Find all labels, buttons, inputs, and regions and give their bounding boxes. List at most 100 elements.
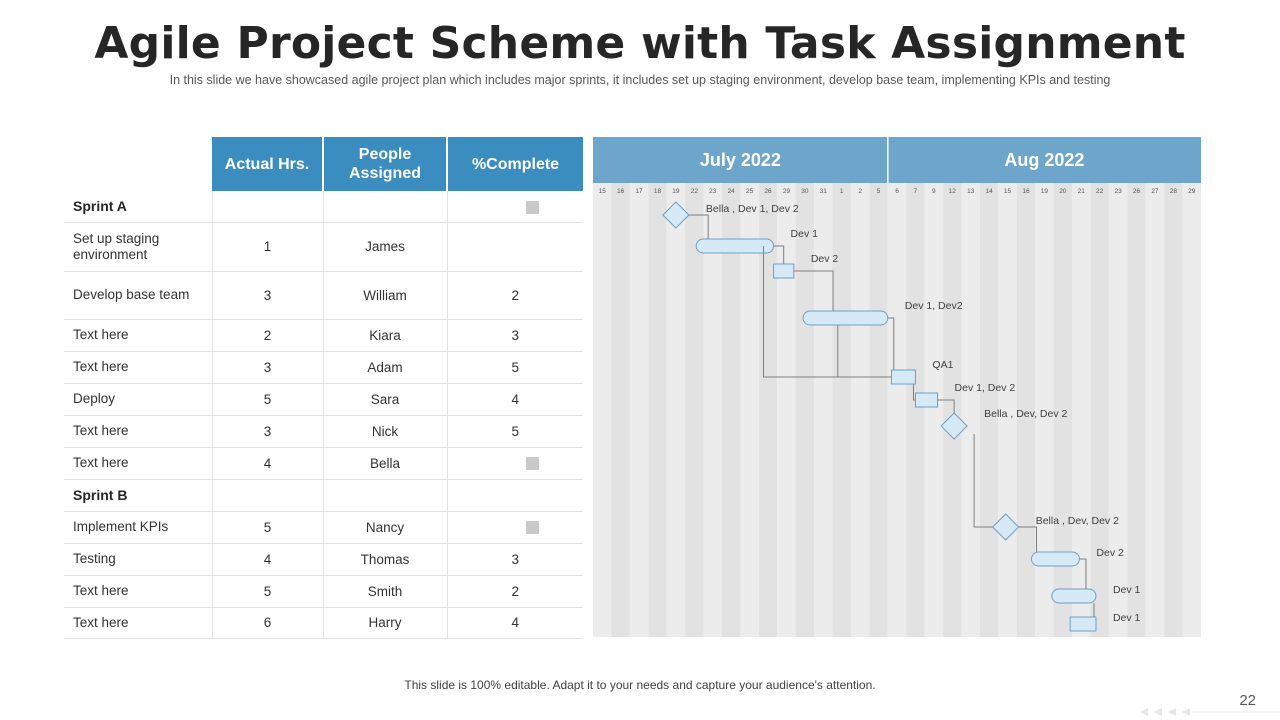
people-assigned-cell: Nancy [323, 511, 448, 544]
day-column [740, 183, 759, 637]
percent-complete-cell [447, 222, 583, 272]
actual-hrs-cell: 3 [212, 415, 324, 448]
day-column [1016, 183, 1036, 637]
task-label: Dev 1 [1113, 584, 1141, 596]
day-label: 9 [932, 188, 936, 195]
day-label: 26 [1133, 188, 1141, 195]
day-column [1164, 183, 1183, 637]
day-label: 30 [801, 188, 809, 195]
percent-complete-cell: 4 [447, 383, 583, 416]
task-name-cell: Text here [64, 415, 213, 448]
day-column [648, 183, 667, 637]
people-assigned-cell: William [323, 271, 448, 320]
day-column [629, 183, 649, 637]
task-box [914, 392, 939, 408]
day-column [906, 183, 925, 637]
task-bar [695, 238, 775, 254]
percent-complete-cell: 3 [447, 319, 583, 352]
task-name-cell: Deploy [64, 383, 213, 416]
table-row: Implement KPIs 5 Nancy [64, 511, 583, 544]
dependency-connector [937, 399, 955, 413]
day-label: 2 [858, 188, 862, 195]
slide-title: Agile Project Scheme with Task Assignmen… [94, 18, 1186, 69]
milestone-diamond [662, 201, 690, 229]
day-column [961, 183, 980, 637]
task-name-cell: Text here [64, 319, 213, 352]
task-label: QA1 [932, 359, 953, 371]
people-assigned-cell: Sara [323, 383, 448, 416]
task-name-cell: Text here [64, 351, 213, 384]
people-assigned-cell: Kiara [323, 319, 448, 352]
actual-hrs-cell: 5 [212, 383, 324, 416]
day-column [721, 183, 741, 637]
percent-complete-cell [447, 479, 583, 512]
sprint-row: Sprint B [64, 479, 583, 512]
dependency-connector [763, 246, 892, 378]
actual-hrs-cell: 4 [212, 543, 324, 576]
day-label: 16 [1022, 188, 1030, 195]
status-marker-icon [525, 200, 539, 214]
percent-complete-cell: 5 [447, 415, 583, 448]
day-column [887, 183, 907, 637]
table-row: Text here 6 Harry 4 [64, 607, 583, 639]
page-number: 22 [1239, 692, 1256, 709]
day-column [832, 183, 851, 637]
day-label: 17 [635, 188, 643, 195]
task-name-cell: Text here [64, 575, 213, 608]
day-label: 18 [654, 188, 662, 195]
actual-hrs-cell: 3 [212, 271, 324, 320]
day-column [814, 183, 833, 637]
day-column [869, 183, 888, 637]
day-label: 25 [746, 188, 754, 195]
percent-complete-cell: 4 [447, 607, 583, 639]
actual-hrs-cell: 4 [212, 447, 324, 480]
people-assigned-cell: Harry [323, 607, 448, 639]
day-column [1108, 183, 1128, 637]
day-label: 28 [1170, 188, 1178, 195]
day-column [593, 183, 612, 637]
people-assigned-cell: Adam [323, 351, 448, 384]
percent-complete-cell [447, 447, 583, 480]
month-label: Aug 2022 [1004, 150, 1084, 170]
task-box [890, 369, 916, 385]
task-name-cell: Implement KPIs [64, 511, 213, 544]
header-people-assigned: People Assigned [323, 137, 448, 191]
day-label: 16 [617, 188, 625, 195]
table-row: Develop base team 3 William 2 [64, 271, 583, 320]
dependency-connector [1018, 526, 1037, 552]
dependency-connector [973, 434, 993, 528]
task-name-cell: Text here [64, 447, 213, 480]
day-label: 20 [1059, 188, 1067, 195]
header-actual-hrs: Actual Hrs. [212, 137, 324, 191]
task-name-cell: Sprint A [64, 191, 213, 223]
status-marker-icon [525, 521, 539, 535]
actual-hrs-cell: 3 [212, 351, 324, 384]
month-label: July 2022 [700, 150, 781, 170]
day-label: 21 [1078, 188, 1086, 195]
day-label: 12 [949, 188, 957, 195]
day-label: 22 [1096, 188, 1104, 195]
day-label: 24 [728, 188, 736, 195]
day-column [1035, 183, 1054, 637]
day-column [611, 183, 630, 637]
day-label: 29 [783, 188, 791, 195]
day-label: 19 [672, 188, 680, 195]
percent-complete-cell [447, 191, 583, 223]
day-column [1072, 183, 1091, 637]
actual-hrs-cell [212, 479, 324, 512]
task-label: Dev 2 [1096, 547, 1124, 559]
milestone-diamond [940, 412, 968, 440]
task-label: Dev 2 [811, 253, 839, 265]
task-label: Dev 1 [1113, 612, 1141, 624]
day-column [777, 183, 796, 637]
percent-complete-cell: 3 [447, 543, 583, 576]
day-label: 23 [709, 188, 717, 195]
day-column [666, 183, 686, 637]
sprint-row: Sprint A [64, 191, 583, 223]
task-name-cell: Text here [64, 607, 213, 639]
task-name-cell: Testing [64, 543, 213, 576]
day-label: 13 [967, 188, 975, 195]
percent-complete-cell [447, 511, 583, 544]
table-row: Testing 4 Thomas 3 [64, 543, 583, 576]
day-label: 27 [1151, 188, 1159, 195]
